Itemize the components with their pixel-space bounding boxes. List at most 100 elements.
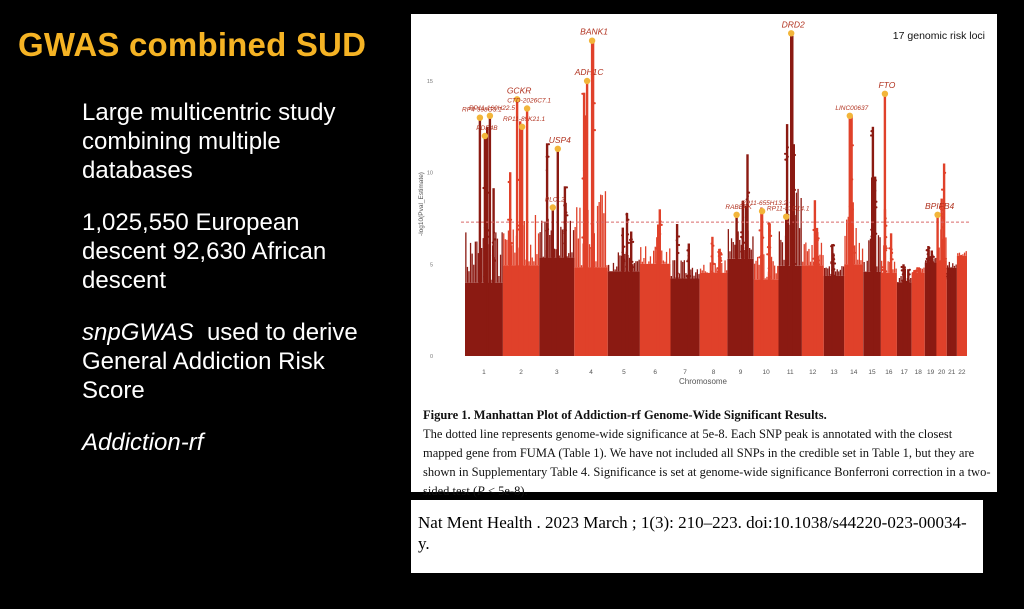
snp-point <box>947 267 950 270</box>
snp-column <box>889 261 891 273</box>
snp-column <box>892 269 894 273</box>
snp-point <box>686 260 689 263</box>
snp-point <box>758 229 761 232</box>
snp-peak <box>545 143 549 356</box>
snp-column <box>678 273 681 279</box>
snp-column <box>595 261 597 268</box>
snp-peak <box>711 236 714 356</box>
snp-column <box>531 257 533 266</box>
snp-column <box>699 268 702 273</box>
snp-point <box>658 227 661 230</box>
annotated-snp-dot <box>758 208 766 215</box>
snp-peak <box>871 177 874 356</box>
snp-column <box>709 262 711 273</box>
snp-point <box>507 218 510 221</box>
snp-point <box>873 270 876 273</box>
snp-peak <box>585 81 589 356</box>
snp-point <box>942 212 945 216</box>
snp-column <box>774 265 776 280</box>
snp-point <box>784 158 787 161</box>
snp-column <box>893 261 896 273</box>
x-tick-label: 21 <box>948 369 956 376</box>
snp-column <box>469 242 472 283</box>
snp-point <box>904 277 907 280</box>
snp-column <box>600 194 602 268</box>
snp-point <box>630 241 633 245</box>
snp-column <box>781 242 784 266</box>
snp-column <box>953 265 956 268</box>
snp-column <box>665 251 668 264</box>
snp-point <box>851 144 854 147</box>
x-tick-label: 8 <box>712 369 716 376</box>
snp-column <box>534 215 537 266</box>
snp-column <box>729 251 731 259</box>
caption-text-end: < 5e-8). <box>484 484 528 498</box>
snp-column <box>695 272 697 279</box>
snp-peak <box>519 121 522 356</box>
snp-column <box>555 249 557 258</box>
snp-peak <box>556 148 559 356</box>
snp-point <box>710 255 713 258</box>
snp-point <box>850 219 853 222</box>
chromosome-22-points <box>956 251 967 356</box>
snp-point <box>687 258 690 261</box>
snp-column <box>614 269 616 272</box>
gene-label: PDE4B <box>476 125 498 132</box>
x-tick-label: 7 <box>683 369 687 376</box>
snp-cluster <box>670 278 700 356</box>
snp-column <box>619 255 621 272</box>
snp-point <box>720 259 723 262</box>
snp-point <box>657 255 661 258</box>
snp-column <box>753 263 756 280</box>
snp-point <box>658 258 661 261</box>
chromosome-10-points <box>753 207 779 356</box>
snp-peak <box>851 202 854 356</box>
y-tick-label: 0 <box>430 354 433 360</box>
x-tick-label: 14 <box>850 369 858 376</box>
snp-point <box>581 177 584 180</box>
annotated-snp-dot <box>486 112 494 120</box>
snp-column <box>778 231 780 266</box>
snp-column <box>806 251 809 266</box>
snp-point <box>767 273 771 276</box>
snp-point <box>941 226 944 229</box>
snp-column <box>749 248 751 259</box>
snp-column <box>653 250 655 264</box>
snp-point <box>900 269 903 272</box>
snp-peak <box>768 223 771 356</box>
snp-point <box>710 242 713 245</box>
snp-column <box>820 242 823 266</box>
gene-label: RP11-83D14.1 <box>767 206 810 213</box>
snp-peak <box>492 188 495 356</box>
figure-panel: RP4-598G3.1 PDE4B RP11-160H22.5 GCKR RP11-89… <box>411 14 997 498</box>
snp-point <box>485 140 488 143</box>
bullet-sample: 1,025,550 European descent 92,630 Africa… <box>82 209 327 294</box>
snp-point <box>931 254 934 257</box>
x-tick-label: 16 <box>885 369 893 376</box>
bullet-list: Large multicentric study combining multi… <box>82 98 382 480</box>
snp-column <box>471 253 473 283</box>
snp-column <box>766 276 768 280</box>
snp-column <box>503 233 505 266</box>
snp-column <box>808 248 810 266</box>
snp-point <box>631 260 634 263</box>
snp-point <box>743 241 746 244</box>
snp-column <box>777 265 779 280</box>
snp-column <box>838 271 840 276</box>
snp-column <box>925 260 927 263</box>
snp-column <box>561 229 564 258</box>
snp-point <box>833 268 836 271</box>
snp-point <box>712 244 715 247</box>
snp-column <box>507 230 510 266</box>
gene-label: RP11-89K21.1 <box>503 116 546 123</box>
snp-point <box>492 231 496 234</box>
snp-point <box>852 246 855 249</box>
snp-column <box>638 259 640 272</box>
snp-column <box>853 245 856 265</box>
snp-column <box>698 274 700 279</box>
loci-count-label: 17 genomic risk loci <box>893 30 985 42</box>
snp-point <box>740 235 743 239</box>
snp-point <box>621 251 624 254</box>
snpgwas-term: snpGWAS <box>82 319 194 346</box>
snp-point <box>583 229 586 232</box>
